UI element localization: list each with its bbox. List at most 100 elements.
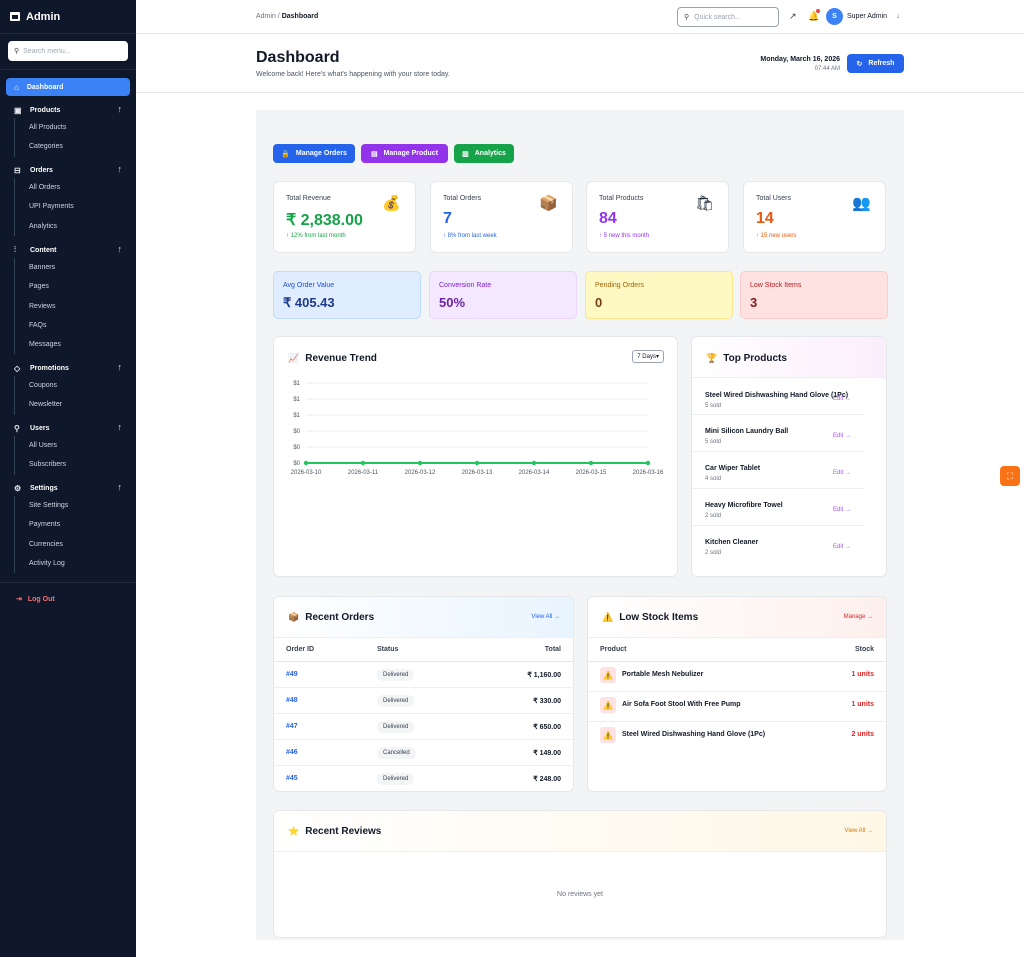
sidebar-item-payments[interactable]: Payments [29,521,61,529]
status-badge: Delivered [377,773,415,785]
bell-icon[interactable]: 🔔 [808,11,820,21]
sidebar-item-activity-log[interactable]: Activity Log [29,560,65,568]
sidebar-item-currencies[interactable]: Currencies [29,540,63,548]
sidebar-item-subscribers[interactable]: Subscribers [29,461,66,469]
order-id[interactable]: #48 [286,697,298,704]
table-row[interactable]: ⚠️ Steel Wired Dishwashing Hand Glove (1P… [588,721,886,751]
sidebar-item-dashboard[interactable]: ⌂ Dashboard [6,78,130,96]
external-link-icon[interactable]: ↗ [789,11,797,21]
sidebar: Admin ⚲ Search menu... ⌂ Dashboard ▣ Produc… [0,0,136,957]
sidebar-item-site-settings[interactable]: Site Settings [29,502,69,510]
sidebar-item-messages[interactable]: Messages [29,341,61,349]
metric-pending-orders: Pending Orders 0 [585,271,733,319]
analytics-button[interactable]: ▥ Analytics [454,144,514,163]
sidebar-item-all-products[interactable]: All Products [29,124,67,132]
metric-label: Conversion Rate [439,282,492,289]
table-row[interactable]: #49 Delivered ₹ 1,160.00 [274,661,573,687]
range-select[interactable]: 7 Days▾ [632,350,664,363]
view-all-orders-link[interactable]: View All → [531,614,560,620]
sidebar-item-analytics[interactable]: Analytics [29,222,58,230]
sidebar-item-upi-payments[interactable]: UPI Payments [29,203,74,211]
user-name[interactable]: Super Admin [847,13,888,20]
list-item: Steel Wired Dishwashing Hand Glove (1Pc)… [692,378,864,415]
column-header: Status [377,646,399,653]
edit-link[interactable]: Edit → [832,433,851,439]
table-row[interactable]: ⚠️ Air Sofa Foot Stool With Free Pump 1 un… [588,691,886,721]
brand[interactable]: Admin [0,0,136,34]
list-item: Heavy Microfibre Towel 2 sold Edit → [692,489,864,526]
sidebar-group-header-promotions[interactable]: ◇ Promotions ↑ [0,360,136,376]
sidebar-item-newsletter[interactable]: Newsletter [29,401,63,409]
product-name: Steel Wired Dishwashing Hand Glove (1Pc) [622,731,766,738]
refresh-label: Refresh [868,60,895,67]
product-name: Kitchen Cleaner [705,539,759,546]
edit-link[interactable]: Edit → [832,470,851,476]
stat-value: 7 [443,210,452,227]
data-point [645,460,651,466]
chevron-down-icon[interactable]: ↓ [896,11,900,20]
logout-button[interactable]: ⇥ Log Out [0,582,136,603]
manage-orders-button[interactable]: 🔒 Manage Orders [273,144,355,163]
avatar[interactable]: S [826,8,843,25]
table-row[interactable]: #46 Cancelled ₹ 149.00 [274,739,573,765]
view-all-reviews-link[interactable]: View All → [844,828,873,834]
revenue-trend-card: 📈 Revenue Trend 7 Days▾ $1 $1 $1 $0 $0 $0 2026-… [273,336,678,577]
sidebar-group-header-orders[interactable]: ⊟ Orders ↑ [0,162,136,178]
x-tick-label: 2026-03-11 [348,470,379,476]
table-row[interactable]: #47 Delivered ₹ 650.00 [274,713,573,739]
chevron-up-icon: ↑ [117,244,123,254]
sidebar-group-header-users[interactable]: ⚲ Users ↑ [0,420,136,436]
sidebar-item-all-orders[interactable]: All Orders [29,184,61,192]
order-id[interactable]: #49 [286,671,298,678]
page-title: Dashboard [256,49,340,66]
data-point [531,460,537,466]
refresh-button[interactable]: ↻ Refresh [847,54,904,73]
main-content: 🔒 Manage Orders ▤ Manage Product ▥ Analytic… [136,94,1024,957]
user-icon: ⚲ [14,423,20,433]
column-header: Total [544,646,561,653]
trophy-icon: 🏆 [706,353,718,363]
table-row[interactable]: #45 Delivered ₹ 248.00 [274,765,573,791]
x-tick-label: 2026-03-13 [462,470,493,476]
sidebar-search-input[interactable]: ⚲ Search menu... [8,41,128,61]
quick-search-input[interactable]: ⚲ Quick search... [677,7,779,27]
x-tick-label: 2026-03-12 [405,470,436,476]
table-row[interactable]: ⚠️ Portable Mesh Nebulizer 1 units [588,661,886,691]
order-id[interactable]: #46 [286,749,298,756]
section-title-label: Recent Orders [305,612,375,623]
manage-product-button[interactable]: ▤ Manage Product [361,144,448,163]
sidebar-group-header-products[interactable]: ▣ Products ↑ [0,102,136,118]
sidebar-group-header-content[interactable]: ⫶ Content ↑ [0,242,136,258]
sidebar-item-pages[interactable]: Pages [29,283,49,291]
floating-action-button[interactable]: ⛶ [1000,466,1020,486]
sidebar-item-reviews[interactable]: Reviews [29,302,56,310]
manage-stock-link[interactable]: Manage → [843,614,873,620]
product-sold: 2 sold [705,550,722,556]
order-id[interactable]: #45 [286,775,298,782]
sidebar-item-all-users[interactable]: All Users [29,442,58,450]
edit-link[interactable]: Edit → [832,396,851,402]
order-id[interactable]: #47 [286,723,298,730]
sidebar-item-banners[interactable]: Banners [29,264,56,272]
dashboard-panel: 🔒 Manage Orders ▤ Manage Product ▥ Analytic… [256,110,904,940]
edit-link[interactable]: Edit → [832,544,851,550]
status-badge: Delivered [377,721,415,733]
tag-icon: ◇ [14,363,21,373]
lock-icon: 🔒 [281,150,290,158]
sidebar-group-header-settings[interactable]: ⚙ Settings ↑ [0,480,136,496]
sidebar-item-faqs[interactable]: FAQs [29,322,47,330]
data-point [417,460,423,466]
breadcrumb-root[interactable]: Admin [256,13,276,20]
notification-dot [816,9,820,13]
y-tick-label: $0 [293,445,300,451]
group-label: Orders [30,166,53,174]
empty-reviews-message: No reviews yet [557,891,603,898]
sidebar-item-coupons[interactable]: Coupons [29,382,58,390]
status-badge: Delivered [377,695,415,707]
chevron-up-icon: ↑ [117,164,123,174]
metric-label: Avg Order Value [283,282,335,289]
sidebar-item-categories[interactable]: Categories [29,143,63,151]
stat-change: ↑ 5 new this month [599,233,650,239]
edit-link[interactable]: Edit → [832,507,851,513]
table-row[interactable]: #48 Delivered ₹ 330.00 [274,687,573,713]
